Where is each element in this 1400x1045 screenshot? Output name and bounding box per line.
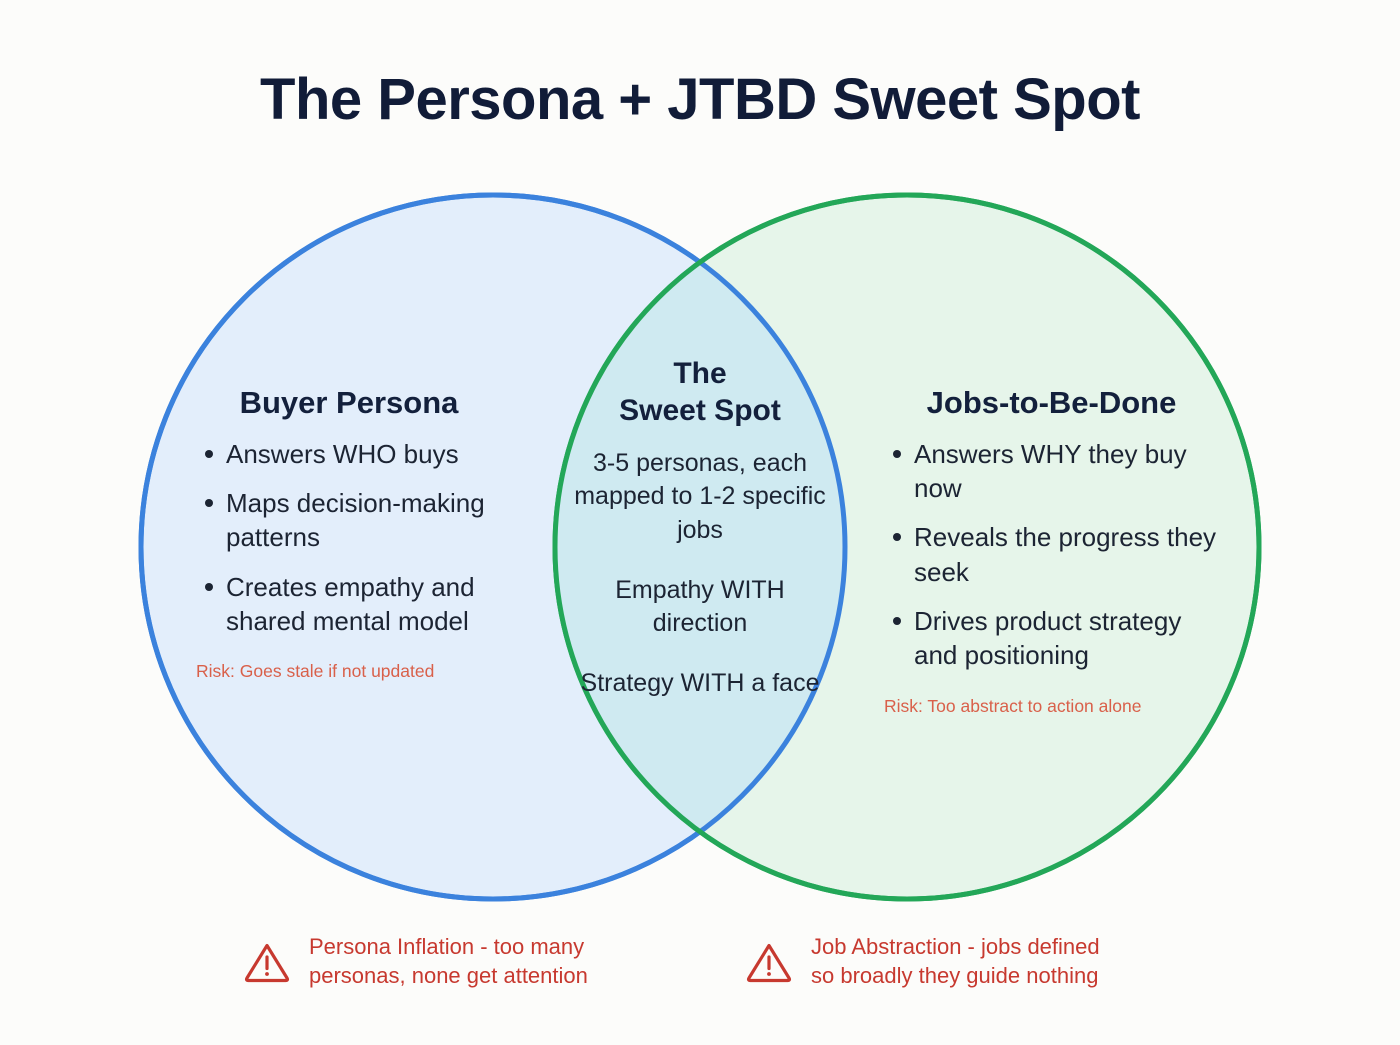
persona-heading: Buyer Persona (239, 385, 459, 420)
list-item: Answers WHO buys (196, 437, 516, 471)
jtbd-warning-line1: Job Abstraction - jobs defined (811, 934, 1100, 959)
page-title: The Persona + JTBD Sweet Spot (260, 67, 1140, 132)
list-item: Maps decision-making patterns (196, 486, 516, 555)
jtbd-warning: Job Abstraction - jobs defined so broadl… (745, 932, 1175, 991)
warning-triangle-icon (243, 939, 291, 983)
persona-warning-line2: personas, none get attention (309, 963, 588, 989)
list-item: Reveals the progress they seek (884, 520, 1219, 589)
persona-risk-note: Risk: Goes stale if not updated (196, 661, 435, 682)
sweet-spot-item: 3-5 personas, each mapped to 1-2 specifi… (574, 449, 826, 544)
jtbd-warning-text: Job Abstraction - jobs defined so broadl… (811, 932, 1100, 991)
persona-bullet-list: Answers WHO buys Maps decision-making pa… (196, 437, 516, 639)
sweet-spot-item: Strategy WITH a face (580, 669, 820, 698)
sweet-spot-item: Empathy WITH direction (615, 575, 785, 638)
jtbd-panel: Jobs-to-Be-Done Answers WHY they buy now… (884, 385, 1219, 717)
warning-triangle-icon (745, 939, 793, 983)
persona-warning-line1: Persona Inflation - too many (309, 934, 585, 959)
list-item: Answers WHY they buy now (884, 437, 1219, 506)
persona-warning: Persona Inflation - too many personas, n… (243, 932, 663, 991)
list-item: Drives product strategy and positioning (884, 604, 1219, 673)
persona-panel: Buyer Persona Answers WHO buys Maps deci… (196, 385, 516, 683)
jtbd-bullet-list: Answers WHY they buy now Reveals the pro… (884, 437, 1219, 673)
sweet-spot-heading-line1: The (673, 357, 727, 390)
jtbd-warning-line2: so broadly they guide nothing (811, 963, 1099, 989)
jtbd-heading: Jobs-to-Be-Done (926, 385, 1177, 420)
jtbd-risk-note: Risk: Too abstract to action alone (884, 695, 1142, 716)
sweet-spot-heading: The Sweet Spot (572, 356, 828, 429)
persona-warning-text: Persona Inflation - too many personas, n… (309, 932, 588, 991)
list-item: Creates empathy and shared mental model (196, 570, 516, 639)
sweet-spot-heading-line2: Sweet Spot (619, 393, 781, 427)
sweet-spot-panel: The Sweet Spot 3-5 personas, each mapped… (572, 356, 828, 701)
